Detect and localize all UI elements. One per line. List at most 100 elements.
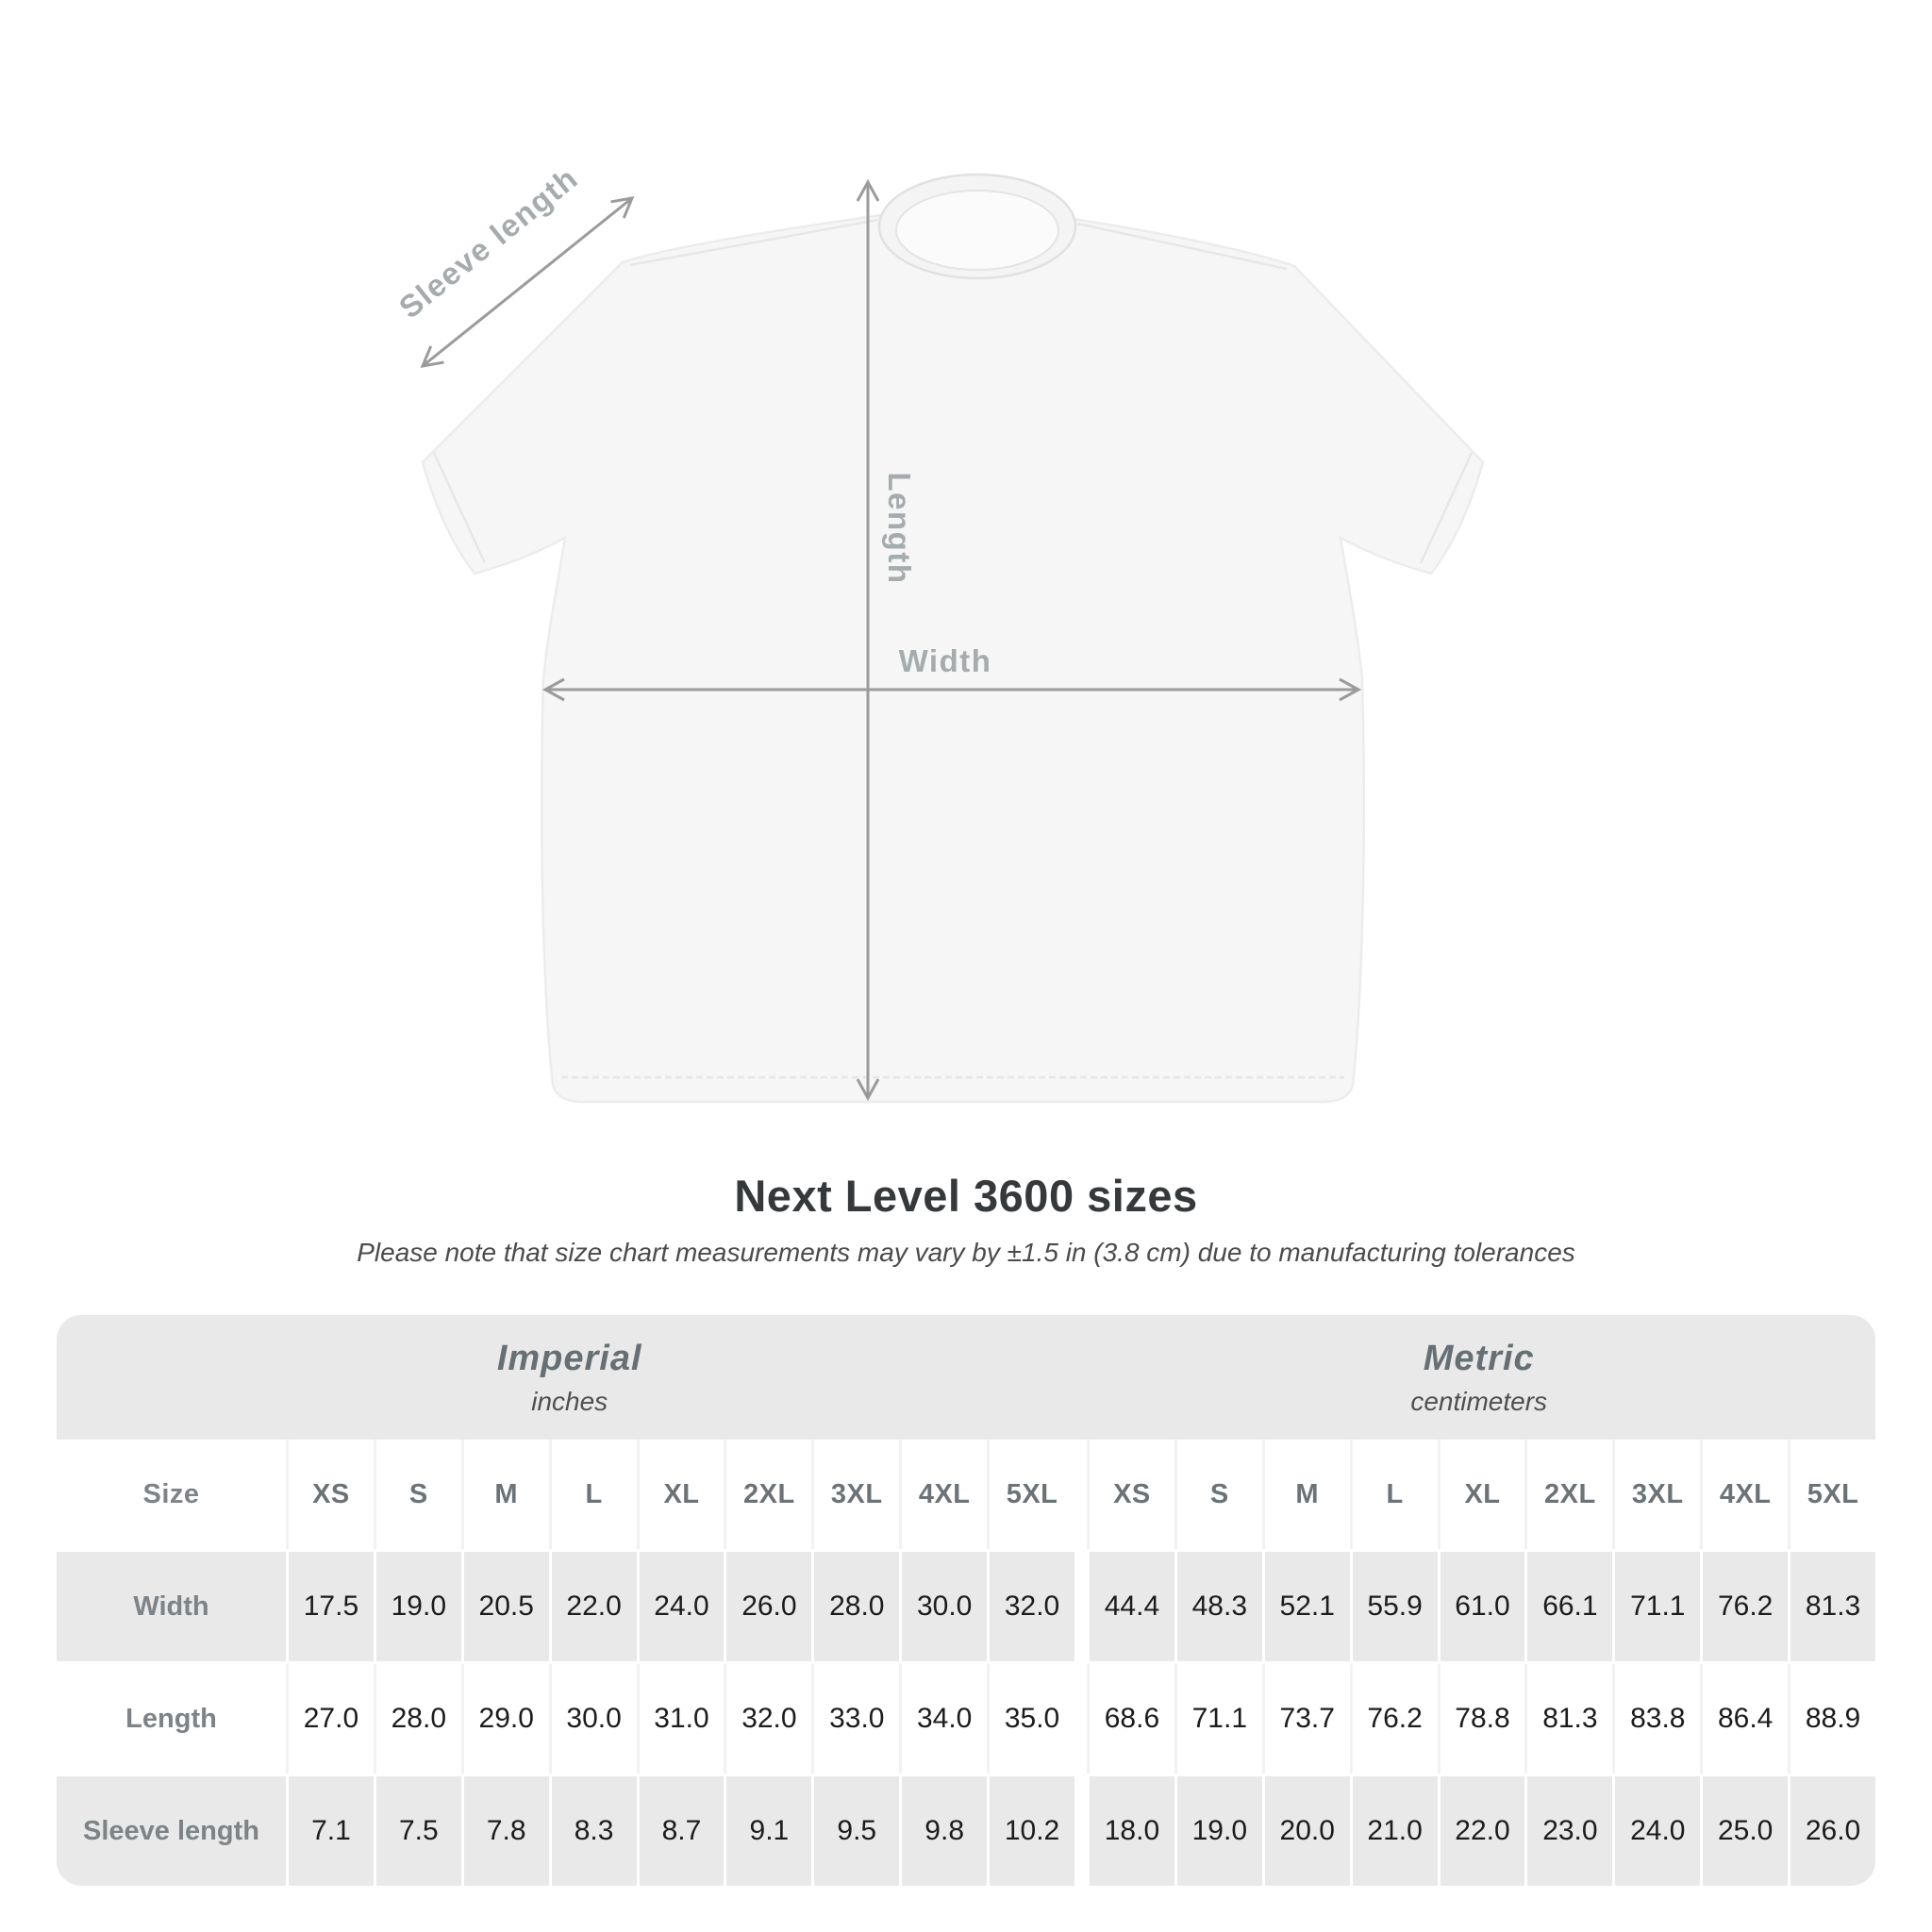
- cell-value: 33.0: [814, 1664, 900, 1774]
- size-table: Imperial inches Metric centimeters Size X…: [57, 1315, 1875, 1886]
- cell-value: 86.4: [1703, 1664, 1789, 1774]
- col-header-metric-5xl: 5XL: [1790, 1440, 1875, 1549]
- cell-value: 20.5: [463, 1552, 549, 1661]
- cell-value: 31.0: [639, 1664, 724, 1774]
- cell-value: 55.9: [1352, 1552, 1438, 1661]
- cell-value: 18.0: [1089, 1776, 1174, 1886]
- cell-value: 76.2: [1352, 1664, 1438, 1774]
- cell-value: 78.8: [1440, 1664, 1525, 1774]
- cell-value: 76.2: [1703, 1552, 1789, 1661]
- cell-value: 7.8: [463, 1776, 549, 1886]
- cell-value: 68.6: [1089, 1664, 1174, 1774]
- row-label: Sleeve length: [57, 1776, 286, 1886]
- cell-value: 19.0: [1176, 1776, 1262, 1886]
- cell-value: 48.3: [1176, 1552, 1262, 1661]
- cell-value: 25.0: [1703, 1776, 1789, 1886]
- measurement-arrows: [420, 178, 1362, 1102]
- cell-value: 88.9: [1790, 1664, 1875, 1774]
- size-grid: Size XS S M L XL 2XL 3XL 4XL 5XL XS S M L XL 2XL 3XL 4XL 5…: [57, 1440, 1875, 1886]
- cell-value: 20.0: [1264, 1776, 1350, 1886]
- cell-value: 23.0: [1527, 1776, 1613, 1886]
- col-header-imperial-4xl: 4XL: [902, 1440, 988, 1549]
- cell-value: 9.5: [814, 1776, 900, 1886]
- col-header-metric-4xl: 4XL: [1703, 1440, 1789, 1549]
- col-header-metric-xs: XS: [1089, 1440, 1174, 1549]
- cell-value: 8.7: [639, 1776, 724, 1886]
- cell-value: 27.0: [289, 1664, 374, 1774]
- cell-value: 66.1: [1527, 1552, 1613, 1661]
- cell-value: 71.1: [1176, 1664, 1262, 1774]
- cell-value: 73.7: [1264, 1664, 1350, 1774]
- cell-value: 8.3: [551, 1776, 637, 1886]
- cell-value: 35.0: [990, 1664, 1074, 1774]
- metric-section-label: Metric: [1423, 1338, 1535, 1378]
- cell-value: 52.1: [1264, 1552, 1350, 1661]
- col-header-metric-xl: XL: [1440, 1440, 1525, 1549]
- sleeve-length-arrow: [420, 196, 635, 368]
- cell-value: 26.0: [1790, 1776, 1875, 1886]
- tshirt-graphic: [421, 213, 1485, 1104]
- imperial-section-header: Imperial inches: [57, 1315, 1082, 1440]
- cell-value: 61.0: [1440, 1552, 1525, 1661]
- cell-value: 28.0: [814, 1552, 900, 1661]
- col-header-imperial-3xl: 3XL: [814, 1440, 900, 1549]
- cell-value: 26.0: [726, 1552, 812, 1661]
- cell-value: 34.0: [902, 1664, 988, 1774]
- tshirt-measurement-diagram: Sleeve length Length Width: [392, 160, 1485, 1104]
- col-header-imperial-s: S: [375, 1440, 461, 1549]
- cell-value: 22.0: [1440, 1776, 1525, 1886]
- cell-value: 10.2: [990, 1776, 1074, 1886]
- col-header-metric-l: L: [1352, 1440, 1438, 1549]
- page-title: Next Level 3600 sizes: [734, 1171, 1198, 1221]
- row-label: Width: [57, 1552, 286, 1661]
- cell-value: 7.1: [289, 1776, 374, 1886]
- cell-value: 9.8: [902, 1776, 988, 1886]
- section-divider: [1077, 1552, 1087, 1661]
- cell-value: 30.0: [551, 1664, 637, 1774]
- tshirt-collar-inner: [895, 190, 1059, 271]
- cell-value: 81.3: [1527, 1664, 1613, 1774]
- cell-value: 44.4: [1089, 1552, 1174, 1661]
- cell-value: 7.5: [375, 1776, 461, 1886]
- cell-value: 83.8: [1615, 1664, 1701, 1774]
- cell-value: 32.0: [990, 1552, 1074, 1661]
- unit-section-band: Imperial inches Metric centimeters: [57, 1315, 1875, 1440]
- size-column-header: Size: [57, 1440, 286, 1549]
- col-header-imperial-xl: XL: [639, 1440, 724, 1549]
- cell-value: 22.0: [551, 1552, 637, 1661]
- col-header-metric-m: M: [1264, 1440, 1350, 1549]
- cell-value: 32.0: [726, 1664, 812, 1774]
- col-header-imperial-5xl: 5XL: [990, 1440, 1074, 1549]
- col-header-imperial-xs: XS: [289, 1440, 374, 1549]
- metric-section-unit: centimeters: [1410, 1386, 1548, 1416]
- length-label: Length: [882, 473, 917, 585]
- cell-value: 17.5: [289, 1552, 374, 1661]
- section-divider: [1077, 1776, 1087, 1886]
- title-block: Next Level 3600 sizes Please note that s…: [0, 1170, 1932, 1268]
- cell-value: 28.0: [375, 1664, 461, 1774]
- cell-value: 24.0: [1615, 1776, 1701, 1886]
- col-header-metric-3xl: 3XL: [1615, 1440, 1701, 1549]
- section-divider: [1077, 1664, 1087, 1774]
- cell-value: 81.3: [1790, 1552, 1875, 1661]
- sleeve-length-label: Sleeve length: [392, 160, 585, 325]
- row-label: Length: [57, 1664, 286, 1774]
- metric-section-header: Metric centimeters: [1082, 1315, 1875, 1440]
- cell-value: 9.1: [726, 1776, 812, 1886]
- cell-value: 24.0: [639, 1552, 724, 1661]
- col-header-imperial-l: L: [551, 1440, 637, 1549]
- col-header-metric-s: S: [1176, 1440, 1262, 1549]
- cell-value: 21.0: [1352, 1776, 1438, 1886]
- cell-value: 29.0: [463, 1664, 549, 1774]
- tshirt-seams: [432, 218, 1474, 1079]
- col-header-imperial-m: M: [463, 1440, 549, 1549]
- tshirt-diagram-svg: Sleeve length Length Width: [392, 160, 1485, 1104]
- col-header-imperial-2xl: 2XL: [726, 1440, 812, 1549]
- section-divider: [1077, 1440, 1087, 1549]
- page-subtitle: Please note that size chart measurements…: [357, 1238, 1575, 1267]
- width-label: Width: [899, 643, 992, 678]
- cell-value: 30.0: [902, 1552, 988, 1661]
- cell-value: 19.0: [375, 1552, 461, 1661]
- col-header-metric-2xl: 2XL: [1527, 1440, 1613, 1549]
